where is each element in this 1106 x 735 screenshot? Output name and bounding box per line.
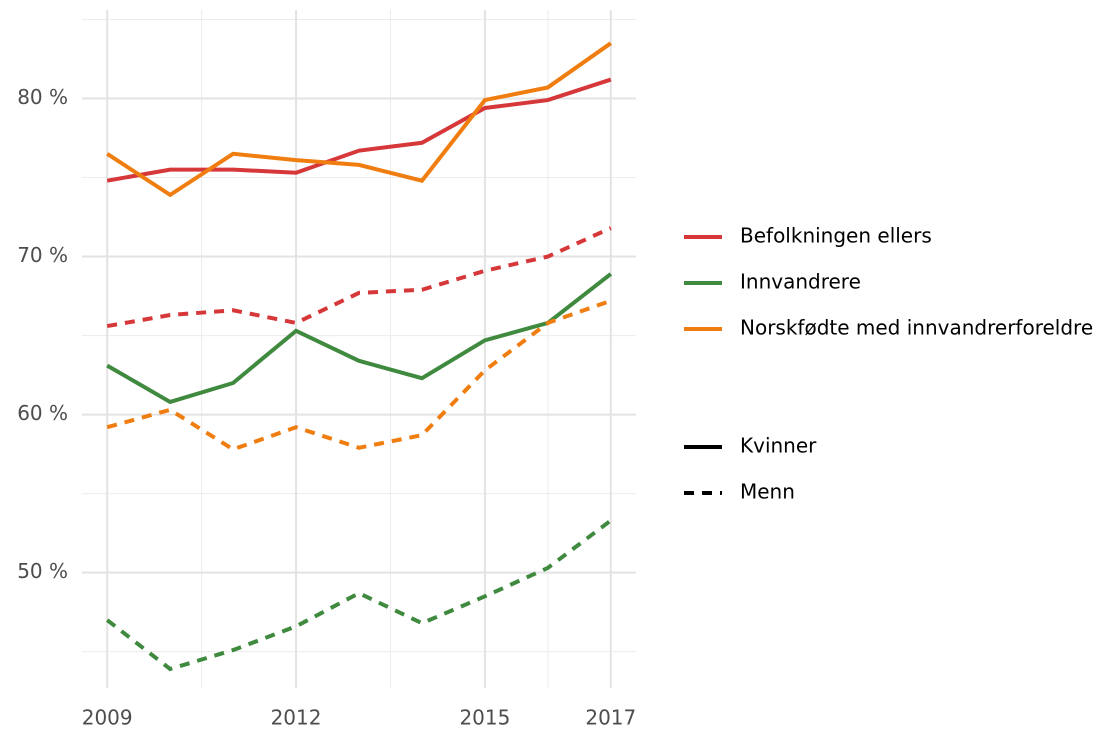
y-tick-label: 70 % <box>17 243 68 267</box>
legend-label: Befolkningen ellers <box>740 224 932 248</box>
x-tick-label: 2017 <box>585 706 636 730</box>
y-tick-label: 80 % <box>17 85 68 109</box>
series-line <box>105 518 613 672</box>
legend-label: Menn <box>740 480 795 504</box>
series-line <box>106 298 612 452</box>
series-line <box>106 226 612 329</box>
x-tick-label: 2009 <box>82 706 133 730</box>
y-tick-label: 50 % <box>17 559 68 583</box>
y-tick-label: 60 % <box>17 401 68 425</box>
legend-label: Norskfødte med innvandrerforeldre <box>740 316 1093 340</box>
series-line <box>106 272 613 405</box>
x-tick-label: 2015 <box>459 706 510 730</box>
series-line <box>106 41 612 198</box>
legend-label: Innvandrere <box>740 270 861 294</box>
x-tick-label: 2012 <box>271 706 322 730</box>
series-line <box>106 77 612 183</box>
legend-label: Kvinner <box>740 434 817 458</box>
